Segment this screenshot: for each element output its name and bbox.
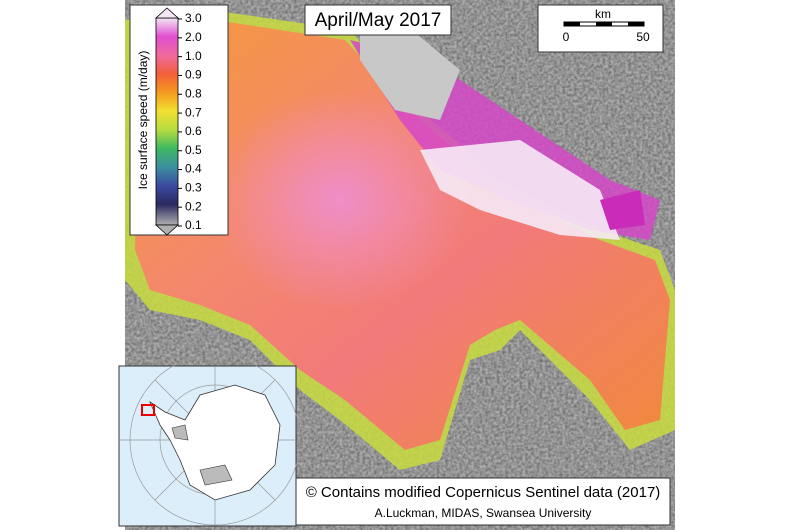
colorbar-arrow-bottom: [154, 224, 180, 236]
credits-box: [295, 477, 671, 526]
colorbar-tick-label: 0.4: [185, 162, 202, 176]
colorbar-tick-label: 0.1: [185, 218, 202, 232]
ice-front-tip: [600, 190, 645, 230]
title-box: [304, 4, 452, 36]
sea-ice: [360, 20, 460, 120]
colorbar-tick-label: 1.0: [185, 49, 202, 63]
colorbar-tick-label: 0.2: [185, 199, 202, 213]
scale-seg: [628, 22, 644, 26]
ice-fast-core: [210, 90, 470, 310]
colorbar-arrow-top: [154, 7, 180, 19]
colorbar-tick-label: 0.3: [185, 181, 202, 195]
scale-seg: [596, 22, 612, 26]
inset-map: [118, 354, 301, 527]
colorbar-tick-label: 3.0: [185, 11, 202, 25]
credit-line: © Contains modified Copernicus Sentinel …: [306, 484, 661, 501]
colorbar-tick-label: 2.0: [185, 30, 202, 44]
title: April/May 2017: [315, 10, 442, 31]
colorbar-tick-label: 0.7: [185, 105, 202, 119]
scale-seg: [564, 22, 580, 26]
colorbar-tick-label: 0.5: [185, 143, 202, 157]
colorbar-label: Ice surface speed (m/day): [136, 51, 150, 190]
scale-unit: km: [595, 7, 611, 21]
credit-line: A.Luckman, MIDAS, Swansea University: [375, 506, 592, 520]
scale-label: 50: [636, 30, 650, 44]
colorbar-tick-label: 0.8: [185, 86, 202, 100]
colorbar-tick-label: 0.9: [185, 68, 202, 82]
ice-front-white: [420, 140, 620, 240]
scale-label: 0: [563, 30, 570, 44]
colorbar: [155, 17, 179, 226]
scale-box: [537, 4, 664, 53]
colorbar-tick-label: 0.6: [185, 124, 202, 138]
legend-panel: [129, 4, 229, 236]
